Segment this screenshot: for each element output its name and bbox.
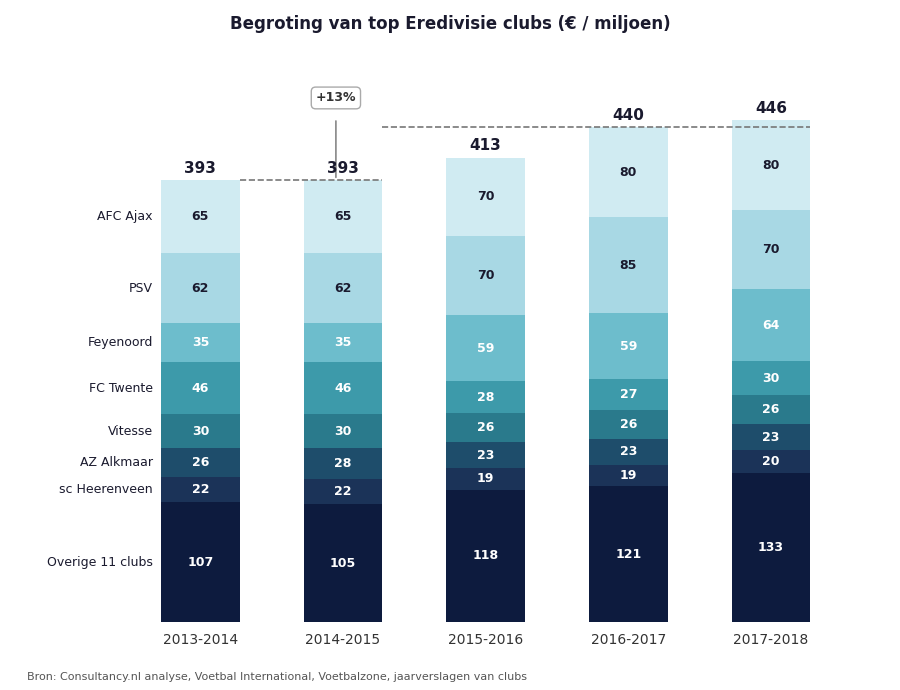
- Text: 28: 28: [477, 391, 494, 404]
- Bar: [732, 289, 810, 362]
- Text: 59: 59: [619, 339, 637, 353]
- Bar: [732, 395, 810, 424]
- Bar: [161, 180, 239, 253]
- Text: 59: 59: [477, 342, 494, 355]
- Text: 28: 28: [334, 457, 352, 470]
- Text: 65: 65: [334, 210, 352, 223]
- Bar: [732, 424, 810, 450]
- Text: 26: 26: [762, 403, 779, 416]
- Text: 27: 27: [619, 388, 637, 401]
- Text: 413: 413: [470, 138, 501, 153]
- Bar: [590, 380, 668, 410]
- Text: 80: 80: [762, 159, 779, 172]
- Text: 23: 23: [762, 431, 779, 444]
- Title: Begroting van top Eredivisie clubs (€ / miljoen): Begroting van top Eredivisie clubs (€ / …: [230, 15, 670, 33]
- Bar: [161, 253, 239, 323]
- Text: 46: 46: [192, 382, 209, 395]
- Text: Overige 11 clubs: Overige 11 clubs: [47, 555, 153, 569]
- Bar: [590, 410, 668, 439]
- Bar: [304, 448, 382, 480]
- Bar: [446, 468, 525, 489]
- Text: 80: 80: [619, 166, 637, 179]
- Text: AZ Alkmaar: AZ Alkmaar: [79, 456, 153, 469]
- Text: 26: 26: [477, 421, 494, 434]
- Bar: [446, 237, 525, 315]
- Text: 23: 23: [619, 445, 637, 458]
- Text: 105: 105: [330, 557, 356, 570]
- Text: 30: 30: [334, 424, 352, 437]
- Bar: [590, 313, 668, 380]
- Text: +13%: +13%: [316, 92, 356, 104]
- Bar: [732, 450, 810, 473]
- Text: 26: 26: [619, 417, 637, 431]
- Bar: [161, 477, 239, 502]
- Bar: [161, 414, 239, 448]
- Text: Vitesse: Vitesse: [107, 424, 153, 437]
- Bar: [590, 439, 668, 465]
- Bar: [446, 315, 525, 382]
- Text: 440: 440: [612, 108, 644, 123]
- Text: Feyenoord: Feyenoord: [87, 336, 153, 349]
- Bar: [304, 323, 382, 362]
- Bar: [446, 382, 525, 413]
- Text: 19: 19: [477, 473, 494, 485]
- Text: 46: 46: [334, 382, 352, 395]
- Bar: [161, 502, 239, 622]
- Text: 22: 22: [334, 485, 352, 498]
- Text: FC Twente: FC Twente: [88, 382, 153, 395]
- Text: 85: 85: [619, 259, 637, 272]
- Bar: [732, 473, 810, 622]
- Text: sc Heerenveen: sc Heerenveen: [59, 483, 153, 496]
- Text: 26: 26: [192, 456, 209, 469]
- Bar: [446, 413, 525, 442]
- Text: 70: 70: [477, 269, 494, 282]
- Text: Bron: Consultancy.nl analyse, Voetbal International, Voetbalzone, jaarverslagen : Bron: Consultancy.nl analyse, Voetbal In…: [27, 672, 527, 682]
- Text: 65: 65: [192, 210, 209, 223]
- Text: 35: 35: [192, 336, 209, 349]
- Bar: [304, 414, 382, 448]
- Bar: [590, 127, 668, 217]
- Bar: [446, 489, 525, 622]
- Bar: [732, 362, 810, 395]
- Bar: [304, 180, 382, 253]
- Text: 19: 19: [619, 469, 637, 482]
- Text: 20: 20: [762, 455, 779, 468]
- Text: 70: 70: [477, 190, 494, 204]
- Bar: [304, 253, 382, 323]
- Bar: [590, 465, 668, 486]
- Bar: [161, 448, 239, 477]
- Text: 23: 23: [477, 448, 494, 462]
- Text: 62: 62: [334, 282, 352, 295]
- Text: 70: 70: [762, 244, 779, 257]
- Bar: [161, 362, 239, 414]
- Text: 393: 393: [327, 161, 359, 175]
- Bar: [304, 504, 382, 622]
- Text: AFC Ajax: AFC Ajax: [97, 210, 153, 223]
- Text: 64: 64: [762, 319, 779, 332]
- Bar: [304, 362, 382, 414]
- Text: 62: 62: [192, 282, 209, 295]
- Text: 30: 30: [762, 372, 779, 384]
- Bar: [732, 210, 810, 289]
- Bar: [590, 486, 668, 622]
- Text: 118: 118: [472, 549, 499, 562]
- Bar: [161, 323, 239, 362]
- Bar: [590, 217, 668, 313]
- Text: 446: 446: [755, 101, 787, 116]
- Bar: [446, 157, 525, 237]
- Bar: [304, 480, 382, 504]
- Text: 35: 35: [334, 336, 352, 349]
- Text: PSV: PSV: [129, 282, 153, 295]
- Text: 22: 22: [192, 483, 209, 496]
- Bar: [446, 442, 525, 468]
- Text: 107: 107: [187, 555, 213, 569]
- Text: 133: 133: [758, 541, 784, 554]
- Text: 121: 121: [616, 548, 642, 561]
- Text: 393: 393: [184, 161, 216, 175]
- Bar: [732, 121, 810, 210]
- Text: 30: 30: [192, 424, 209, 437]
